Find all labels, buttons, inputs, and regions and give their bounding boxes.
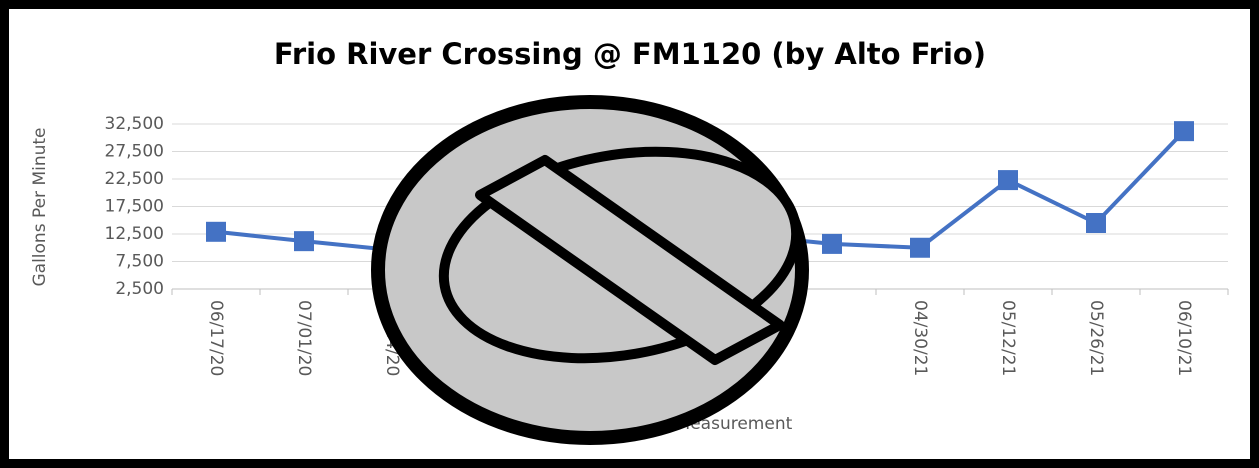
x-tick-label: 05/26/21 <box>1086 300 1106 376</box>
y-axis-title: Gallons Per Minute <box>30 127 50 286</box>
x-tick-label: 06/10/21 <box>1174 300 1194 376</box>
y-tick-label: 32,500 <box>105 114 164 134</box>
x-tick-label: 04/30/21 <box>910 300 930 376</box>
data-point <box>998 170 1018 191</box>
prohibition-overlay <box>371 95 809 445</box>
y-tick-label: 12,500 <box>105 224 164 244</box>
data-point <box>1086 213 1106 233</box>
x-tick-label: 05/12/21 <box>998 300 1018 376</box>
y-tick-label: 7,500 <box>115 252 164 272</box>
y-tick-label: 17,500 <box>105 197 164 217</box>
x-tick-label: 07/01/20 <box>294 300 314 376</box>
data-point <box>294 231 314 252</box>
y-tick-label: 27,500 <box>105 142 164 162</box>
data-point <box>822 233 842 254</box>
chart-title: Frio River Crossing @ FM1120 (by Alto Fr… <box>274 37 986 71</box>
y-tick-label: 2,500 <box>115 279 164 299</box>
y-tick-label: 22,500 <box>105 169 164 189</box>
data-point <box>910 237 930 258</box>
data-point <box>206 221 226 242</box>
x-tick-label: 06/17/20 <box>206 300 226 376</box>
data-point <box>1174 121 1194 142</box>
